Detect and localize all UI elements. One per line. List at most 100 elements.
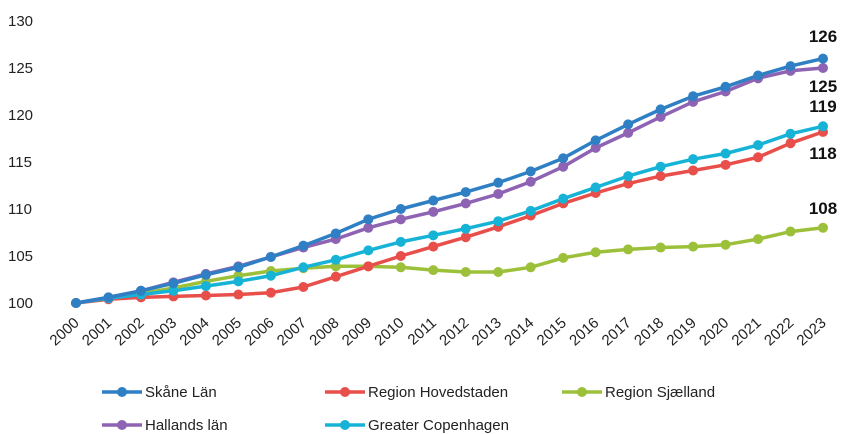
data-point xyxy=(103,292,114,303)
y-tick-label: 120 xyxy=(8,107,33,124)
y-tick-label: 125 xyxy=(8,60,33,77)
data-point xyxy=(655,104,666,115)
x-tick-label: 2023 xyxy=(793,314,829,349)
data-point xyxy=(200,290,211,301)
x-tick-label: 2010 xyxy=(371,314,407,349)
data-point xyxy=(395,214,406,225)
data-point xyxy=(330,271,341,282)
series-line xyxy=(74,124,825,305)
data-point xyxy=(688,165,699,176)
data-point xyxy=(558,252,569,263)
data-point xyxy=(558,161,569,172)
data-point xyxy=(785,226,796,237)
legend-label: Region Sjælland xyxy=(605,384,715,401)
data-point xyxy=(785,61,796,72)
data-point xyxy=(265,270,276,281)
data-point xyxy=(428,230,439,241)
data-point xyxy=(785,138,796,149)
x-tick-label: 2013 xyxy=(469,314,505,349)
data-point xyxy=(363,214,374,225)
end-value-label: 125 xyxy=(809,77,837,96)
x-tick-label: 2021 xyxy=(729,314,765,349)
x-tick-label: 2006 xyxy=(241,314,277,349)
series-points xyxy=(71,53,828,308)
x-tick-label: 2005 xyxy=(209,314,245,349)
data-point xyxy=(590,142,601,153)
data-point xyxy=(135,285,146,296)
y-tick-label: 110 xyxy=(8,201,32,218)
series-line xyxy=(74,226,825,305)
x-tick-label: 2011 xyxy=(405,314,440,348)
data-point xyxy=(363,261,374,272)
data-point xyxy=(818,63,828,73)
data-point xyxy=(298,240,309,251)
y-tick-label: 130 xyxy=(8,13,33,30)
data-point xyxy=(753,234,764,245)
data-point xyxy=(720,81,731,92)
x-tick-label: 2022 xyxy=(761,314,797,349)
data-point xyxy=(395,236,406,247)
series-line xyxy=(74,56,825,305)
data-point xyxy=(460,198,471,209)
data-point xyxy=(428,241,439,252)
data-point xyxy=(558,153,569,164)
data-point xyxy=(395,204,406,214)
x-tick-label: 2007 xyxy=(274,314,310,349)
data-point xyxy=(460,266,471,277)
data-point xyxy=(200,281,211,292)
x-tick-label: 2019 xyxy=(664,314,700,349)
data-point xyxy=(168,285,179,296)
data-point xyxy=(558,193,569,204)
data-point xyxy=(395,251,406,261)
data-point xyxy=(655,111,666,122)
legend: Skåne Län Region Hovedstaden Region Sjælla… xyxy=(102,384,715,434)
data-point xyxy=(590,135,601,146)
y-tick-label: 115 xyxy=(8,154,32,171)
data-point xyxy=(298,282,309,293)
x-tick-label: 2002 xyxy=(111,314,147,349)
series-lines xyxy=(74,56,825,305)
x-tick-label: 2020 xyxy=(696,314,732,349)
y-tick-label: 100 xyxy=(8,295,33,312)
data-point xyxy=(233,289,244,300)
data-point xyxy=(493,216,504,227)
data-point xyxy=(785,128,796,139)
y-axis-ticks: 100 105 110 115 120 125 130 xyxy=(8,13,33,312)
series-line xyxy=(74,130,825,305)
end-value-label: 119 xyxy=(809,97,836,116)
data-point xyxy=(818,222,828,233)
data-point xyxy=(168,278,179,289)
data-point xyxy=(623,171,634,182)
data-point xyxy=(623,119,634,130)
data-point xyxy=(623,178,634,189)
legend-swatch-marker xyxy=(577,387,587,397)
data-point xyxy=(720,239,731,250)
x-tick-label: 2003 xyxy=(144,314,180,349)
x-tick-label: 2004 xyxy=(176,314,212,349)
data-point xyxy=(493,188,504,199)
x-tick-label: 2008 xyxy=(306,314,342,349)
data-point xyxy=(525,176,536,187)
data-point xyxy=(363,245,374,256)
x-tick-label: 2009 xyxy=(339,314,375,349)
data-point xyxy=(753,152,764,163)
data-point xyxy=(428,206,439,217)
legend-swatch-marker xyxy=(340,420,350,430)
x-axis-ticks: 2000200120022003200420052006200720082009… xyxy=(46,314,829,349)
data-point xyxy=(818,121,828,132)
data-point xyxy=(655,161,666,172)
data-point xyxy=(590,247,601,258)
data-point xyxy=(688,154,699,165)
data-point xyxy=(623,244,634,255)
series-line xyxy=(74,66,825,305)
data-point xyxy=(493,177,504,188)
data-point xyxy=(818,53,828,64)
legend-swatch-marker xyxy=(117,420,127,430)
data-point xyxy=(200,269,211,280)
x-tick-label: 2016 xyxy=(566,314,602,349)
data-point xyxy=(233,262,244,273)
data-point xyxy=(655,171,666,182)
data-point xyxy=(298,262,309,273)
x-tick-label: 2015 xyxy=(534,314,570,349)
